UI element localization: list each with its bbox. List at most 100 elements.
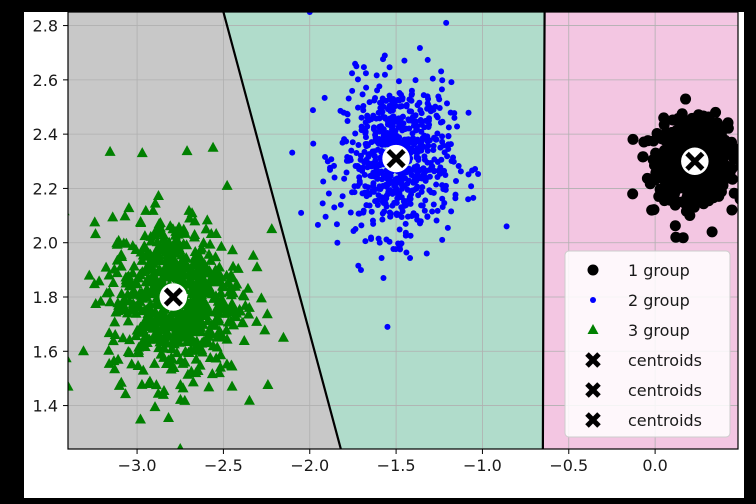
point-group-3 — [109, 363, 121, 374]
point-group-1 — [676, 140, 688, 152]
point-group-2 — [419, 184, 426, 191]
point-group-2 — [408, 212, 415, 219]
point-group-2 — [361, 171, 368, 178]
point-group-2 — [426, 187, 433, 194]
point-group-3 — [197, 264, 209, 275]
point-group-3 — [243, 301, 255, 312]
plot-frame — [67, 11, 739, 450]
point-group-2 — [357, 267, 364, 274]
x-tick-label: −1.5 — [377, 456, 416, 475]
point-group-2 — [327, 166, 334, 173]
point-group-3 — [104, 145, 116, 156]
point-group-2 — [366, 99, 373, 106]
point-group-3 — [215, 240, 227, 251]
point-group-2 — [393, 199, 400, 206]
point-group-2 — [454, 123, 461, 130]
point-group-3 — [165, 351, 177, 362]
point-group-2 — [319, 200, 326, 207]
point-group-3 — [179, 356, 191, 367]
point-group-2 — [309, 107, 316, 114]
point-group-3 — [255, 292, 267, 303]
point-group-1 — [728, 148, 738, 160]
point-group-3 — [168, 245, 180, 256]
point-group-2 — [405, 116, 412, 123]
point-group-3 — [203, 248, 215, 259]
point-group-3 — [178, 225, 190, 236]
point-group-1 — [688, 201, 700, 213]
decision-boundaries — [222, 12, 546, 449]
point-group-3 — [157, 314, 169, 325]
point-group-2 — [396, 243, 403, 250]
centroid-marker — [382, 144, 410, 173]
point-group-2 — [376, 83, 383, 90]
legend: 1 group 2 group 3 group centroids centroids c… — [564, 250, 731, 438]
point-group-2 — [413, 212, 420, 219]
point-group-3 — [200, 277, 212, 288]
point-group-2 — [432, 103, 439, 110]
point-group-2 — [444, 224, 451, 231]
point-group-3 — [201, 214, 213, 225]
point-group-2 — [306, 12, 313, 15]
point-group-2 — [424, 56, 431, 63]
point-group-3 — [150, 379, 162, 390]
legend-box — [564, 250, 731, 438]
point-group-3 — [103, 357, 115, 368]
y-tick-label: 2.0 — [33, 234, 58, 253]
point-group-3 — [210, 305, 222, 316]
point-group-2 — [379, 210, 386, 217]
point-group-2 — [372, 129, 379, 136]
point-group-2 — [395, 194, 402, 201]
point-group-2 — [403, 125, 410, 132]
point-group-3 — [152, 189, 164, 200]
point-group-2 — [407, 195, 414, 202]
y-tick-label: 1.6 — [33, 342, 58, 361]
point-group-1 — [713, 190, 725, 202]
point-group-3 — [180, 323, 192, 334]
point-group-2 — [349, 87, 356, 94]
point-group-2 — [447, 109, 454, 116]
point-group-3 — [155, 324, 167, 335]
y-axis-ticks: 1.4 1.6 1.8 2.0 2.2 2.4 2.6 2.8 — [33, 17, 68, 416]
point-group-1 — [688, 186, 700, 198]
point-group-2 — [370, 169, 377, 176]
y-tick-label: 2.6 — [33, 71, 58, 90]
point-group-2 — [377, 139, 384, 146]
point-group-2 — [403, 103, 410, 110]
point-group-3 — [215, 287, 227, 298]
point-group-3 — [188, 343, 200, 354]
point-group-3 — [137, 364, 149, 375]
point-group-2 — [450, 158, 457, 165]
point-group-3 — [225, 269, 237, 280]
point-group-2 — [289, 149, 296, 156]
point-group-3 — [214, 361, 226, 372]
point-group-3 — [123, 202, 135, 213]
legend-entry: 2 group — [590, 291, 690, 310]
point-group-2 — [399, 94, 406, 101]
point-group-2 — [409, 130, 416, 137]
point-group-3 — [83, 269, 95, 280]
point-group-1 — [646, 204, 658, 216]
x-tick-label: −2.5 — [204, 456, 243, 475]
point-group-2 — [380, 56, 387, 63]
point-group-3 — [115, 248, 127, 259]
point-group-3 — [237, 317, 249, 328]
point-group-3 — [135, 216, 147, 227]
point-group-3 — [200, 286, 212, 297]
point-group-2 — [408, 108, 415, 115]
point-group-2 — [451, 114, 458, 121]
point-group-2 — [380, 196, 387, 203]
point-group-2 — [375, 170, 382, 177]
point-group-3 — [237, 289, 249, 300]
series-2-group — [289, 12, 510, 330]
point-group-2 — [439, 138, 446, 145]
point-group-2 — [419, 202, 426, 209]
point-group-3 — [147, 322, 159, 333]
point-group-2 — [425, 117, 432, 124]
point-group-3 — [221, 358, 233, 369]
point-group-3 — [134, 269, 146, 280]
point-group-3 — [89, 216, 101, 227]
point-group-2 — [298, 209, 305, 216]
point-group-3 — [203, 324, 215, 335]
point-group-3 — [163, 411, 175, 422]
point-group-1 — [717, 156, 729, 168]
